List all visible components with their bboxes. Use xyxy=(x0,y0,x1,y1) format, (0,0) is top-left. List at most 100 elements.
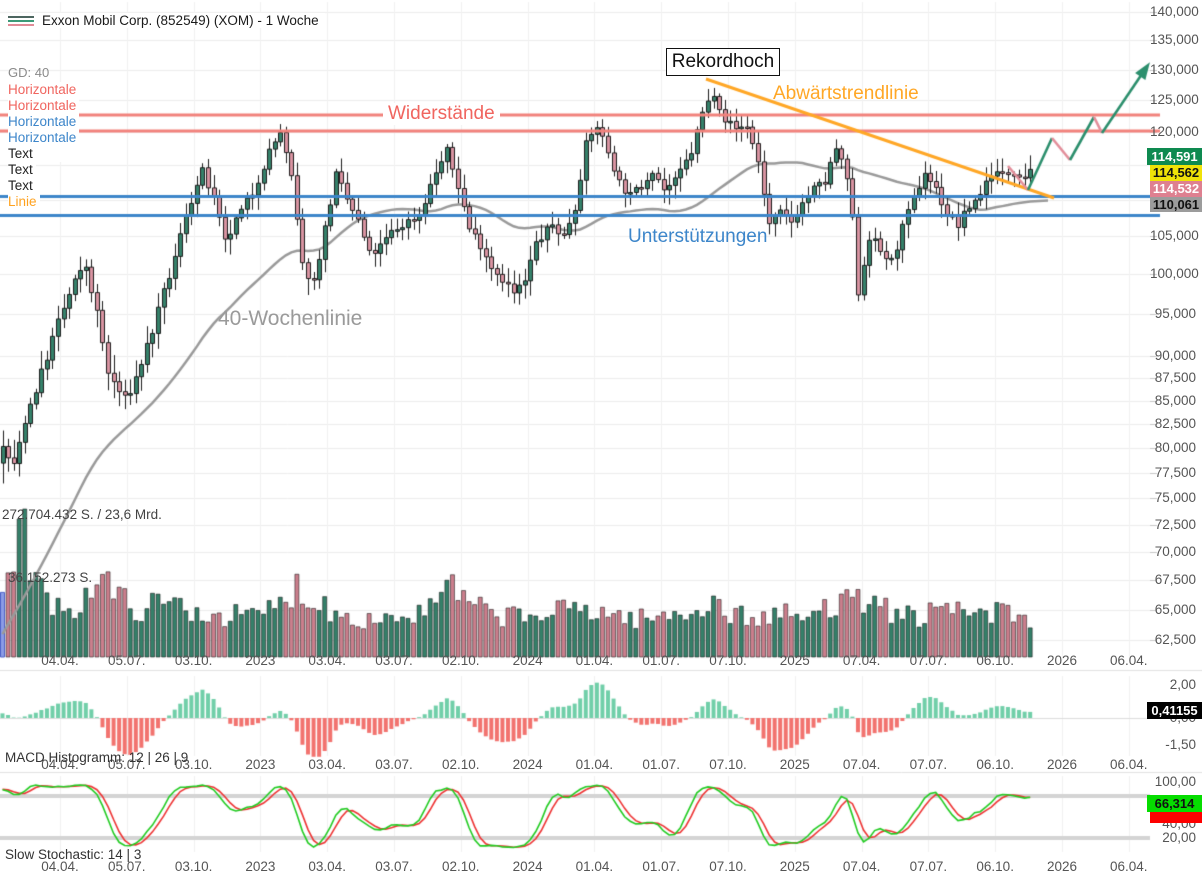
stochastic-k-badge: 66,314 xyxy=(1147,795,1202,812)
price-badge-2: 114,562 xyxy=(1150,165,1202,181)
date-tick: 03.04. xyxy=(308,653,346,668)
date-tick: 2024 xyxy=(512,859,543,874)
price-tick-1: 135,000 xyxy=(1150,32,1199,48)
stoch-tick-2: 20,00 xyxy=(1162,830,1196,845)
price-tick-9: 87,500 xyxy=(1154,370,1196,386)
macd-tick-0: 2,00 xyxy=(1169,677,1196,692)
price-tick-3: 125,000 xyxy=(1150,92,1199,108)
price-tick-0: 140,000 xyxy=(1150,4,1199,19)
date-tick: 06.04. xyxy=(1110,859,1148,874)
chart-legend[interactable]: Exxon Mobil Corp. (852549) (XOM) - 1 Woc… xyxy=(8,13,325,28)
date-tick: 07.07. xyxy=(909,859,948,874)
date-tick: 2026 xyxy=(1046,757,1078,772)
volume-selected-label: 36.152.273 S. xyxy=(8,570,93,585)
date-tick: 07.10. xyxy=(709,859,747,874)
support-annotation[interactable]: Unterstützungen xyxy=(628,226,768,247)
date-tick: 03.07. xyxy=(375,757,413,772)
date-tick: 03.04. xyxy=(308,859,346,874)
date-tick: 03.07. xyxy=(375,653,413,668)
date-tick: 01.04. xyxy=(575,757,614,772)
price-badge-3: 114,532 xyxy=(1150,181,1202,197)
date-tick: 2023 xyxy=(245,757,276,772)
date-tick: 03.10. xyxy=(174,859,213,874)
date-tick: 06.10. xyxy=(976,653,1014,668)
price-tick-5: 105,000 xyxy=(1150,228,1199,244)
tree-item-7[interactable]: Linie xyxy=(8,194,40,210)
date-tick: 01.04. xyxy=(575,859,614,874)
resistance-annotation[interactable]: Widerstände xyxy=(383,103,500,125)
macd-value-badge: 0,41155 xyxy=(1147,702,1202,719)
record-high-annotation[interactable]: Rekordhoch xyxy=(666,48,780,76)
instrument-title: Exxon Mobil Corp. (852549) (XOM) - 1 Woc… xyxy=(42,13,319,28)
date-tick: 05.07. xyxy=(108,757,146,772)
price-tick-11: 82,500 xyxy=(1154,415,1196,431)
price-tick-2: 130,000 xyxy=(1150,61,1199,77)
ma-indicator-label: GD: 40 xyxy=(8,65,50,80)
ma-value-badge: 110,061 xyxy=(1150,197,1202,212)
date-tick: 01.04. xyxy=(575,653,614,668)
price-tick-4: 120,000 xyxy=(1150,124,1199,140)
date-tick: 04.04. xyxy=(41,757,79,772)
last-price-badge: 114,591 xyxy=(1147,148,1202,165)
price-tick-19: 62,500 xyxy=(1154,632,1196,648)
date-tick: 03.04. xyxy=(308,757,346,772)
date-tick: 2023 xyxy=(245,859,276,874)
date-tick: 06.04. xyxy=(1110,757,1148,772)
date-tick: 07.04. xyxy=(842,757,881,772)
date-tick: 07.10. xyxy=(709,653,747,668)
price-tick-15: 72,500 xyxy=(1154,516,1196,532)
downtrend-annotation[interactable]: Abwärtstrendlinie xyxy=(773,83,919,104)
date-tick: 02.10. xyxy=(442,859,480,874)
tree-item-6[interactable]: Text xyxy=(8,178,36,194)
price-tick-10: 85,000 xyxy=(1154,392,1196,408)
date-tick: 02.10. xyxy=(442,653,480,668)
date-tick: 2026 xyxy=(1046,859,1078,874)
date-tick: 06.10. xyxy=(976,757,1014,772)
date-tick: 05.07. xyxy=(108,653,146,668)
date-tick: 2025 xyxy=(779,859,810,874)
volume-total-label: 272.704.432 S. / 23,6 Mrd. xyxy=(2,507,162,522)
macd-tick-2: -1,50 xyxy=(1165,737,1196,752)
price-tick-13: 77,500 xyxy=(1154,464,1196,480)
price-tick-8: 90,000 xyxy=(1154,348,1196,364)
date-tick: 05.07. xyxy=(108,859,146,874)
date-tick: 07.04. xyxy=(842,859,881,874)
date-tick: 04.04. xyxy=(41,859,79,874)
date-tick: 03.10. xyxy=(174,757,213,772)
price-tick-17: 67,500 xyxy=(1154,572,1196,588)
date-tick: 06.04. xyxy=(1110,653,1148,668)
price-tick-7: 95,000 xyxy=(1154,306,1196,322)
date-tick: 2025 xyxy=(779,757,810,772)
stoch-tick-0: 100,00 xyxy=(1154,774,1196,789)
candlestick-series-icon xyxy=(8,14,34,28)
tree-item-4[interactable]: Text xyxy=(8,146,36,162)
date-tick: 01.07. xyxy=(642,653,680,668)
date-tick: 07.04. xyxy=(842,653,881,668)
date-tick: 2026 xyxy=(1046,653,1078,668)
price-tick-16: 70,000 xyxy=(1154,543,1196,559)
date-tick: 07.07. xyxy=(909,757,948,772)
date-tick: 07.07. xyxy=(909,653,948,668)
date-tick: 01.07. xyxy=(642,859,680,874)
stochastic-d-badge xyxy=(1150,809,1202,823)
date-tick: 2024 xyxy=(512,757,543,772)
date-tick: 04.04. xyxy=(41,653,79,668)
date-tick: 02.10. xyxy=(442,757,480,772)
stochastic-pane-label: Slow Stochastic: 14 | 3 xyxy=(5,847,142,862)
price-tick-12: 80,000 xyxy=(1154,439,1196,455)
date-tick: 03.07. xyxy=(375,859,413,874)
ma-line-annotation[interactable]: 40-Wochenlinie xyxy=(218,307,363,330)
date-tick: 01.07. xyxy=(642,757,680,772)
tree-item-5[interactable]: Text xyxy=(8,162,36,178)
price-tick-6: 100,000 xyxy=(1150,266,1199,282)
price-tick-14: 75,000 xyxy=(1154,490,1196,506)
date-tick: 2024 xyxy=(512,653,543,668)
macd-pane-label: MACD Histogramm: 12 | 26 | 9 xyxy=(5,750,189,765)
date-tick: 07.10. xyxy=(709,757,747,772)
price-tick-18: 65,000 xyxy=(1154,601,1196,617)
date-tick: 2023 xyxy=(245,653,276,668)
date-tick: 06.10. xyxy=(976,859,1014,874)
date-tick: 2025 xyxy=(779,653,810,668)
